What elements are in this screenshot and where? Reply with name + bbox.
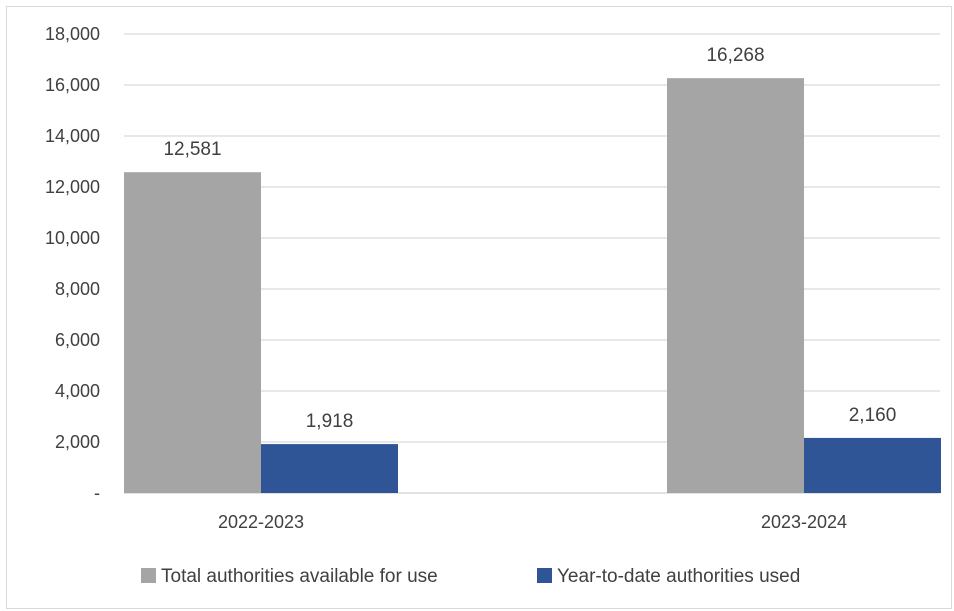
- legend-label: Year-to-date authorities used: [557, 566, 800, 587]
- legend-item: Total authorities available for use: [141, 566, 438, 587]
- y-tick-label: 4,000: [55, 381, 100, 401]
- x-tick-label: 2022-2023: [218, 512, 304, 532]
- bars: [124, 78, 941, 493]
- legend-swatch: [141, 568, 156, 583]
- legend-swatch: [537, 568, 552, 583]
- y-tick-label: 10,000: [45, 228, 100, 248]
- y-axis-ticks: - 2,000 4,000 6,000 8,000 10,000 12,000 14,000 1…: [45, 24, 100, 503]
- x-tick-label: 2023-2024: [761, 512, 847, 532]
- data-label: 12,581: [163, 139, 221, 160]
- y-tick-label: 8,000: [55, 279, 100, 299]
- x-axis-ticks: 2022-2023 2023-2024: [218, 512, 847, 532]
- data-labels: 12,581 1,918 16,268 2,160: [163, 45, 896, 432]
- y-tick-label: 6,000: [55, 330, 100, 350]
- data-label: 2,160: [849, 405, 897, 426]
- bar-ytd-authorities-used: [804, 437, 941, 493]
- legend-item: Year-to-date authorities used: [537, 566, 800, 587]
- y-tick-label: -: [94, 483, 100, 503]
- y-tick-label: 2,000: [55, 432, 100, 452]
- bar-total-authorities: [667, 78, 804, 493]
- legend-label: Total authorities available for use: [161, 566, 438, 587]
- data-label: 16,268: [706, 45, 764, 66]
- y-tick-label: 14,000: [45, 126, 100, 146]
- data-label: 1,918: [306, 411, 354, 432]
- y-tick-label: 18,000: [45, 24, 100, 44]
- legend: Total authorities available for use Year-…: [141, 566, 800, 587]
- bar-ytd-authorities-used: [261, 444, 398, 493]
- bar-total-authorities: [124, 172, 261, 493]
- y-tick-label: 12,000: [45, 177, 100, 197]
- y-tick-label: 16,000: [45, 75, 100, 95]
